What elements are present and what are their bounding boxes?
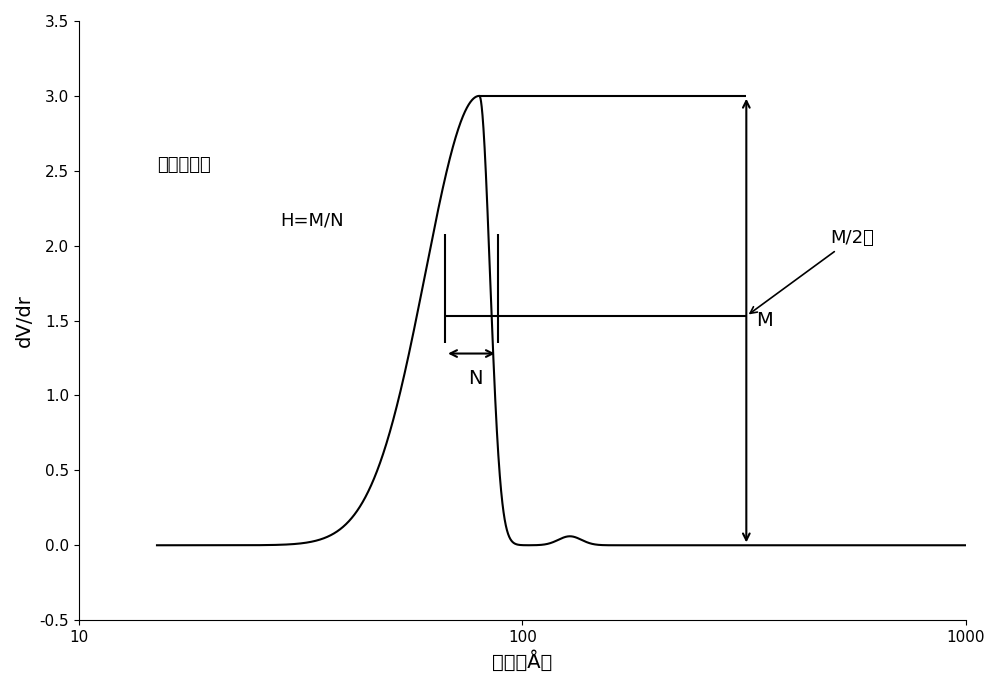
Y-axis label: dV/dr: dV/dr <box>15 294 34 347</box>
Text: N: N <box>468 368 483 387</box>
Text: 孔集中度：: 孔集中度： <box>157 156 211 174</box>
Text: M: M <box>756 311 772 330</box>
X-axis label: 孔径（Å）: 孔径（Å） <box>492 651 552 672</box>
Text: H=M/N: H=M/N <box>281 211 344 229</box>
Text: M/2点: M/2点 <box>750 229 875 313</box>
